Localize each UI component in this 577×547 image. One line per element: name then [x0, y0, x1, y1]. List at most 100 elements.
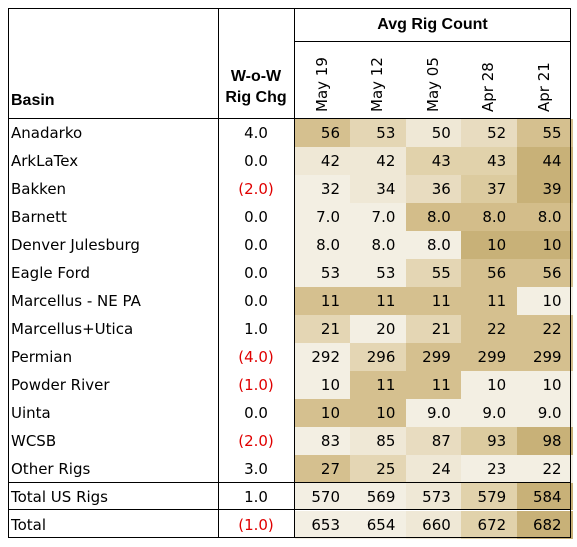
- rig-count-value: 682: [532, 516, 562, 534]
- wow-change: 0.0: [244, 264, 268, 282]
- rig-count-value: 299: [477, 348, 507, 366]
- week-header: May 19: [313, 57, 331, 112]
- rig-count-value: 21: [320, 320, 340, 338]
- value-cell-shade: [516, 511, 573, 539]
- rig-count-value: 654: [366, 516, 396, 534]
- rig-count-value: 10: [487, 376, 507, 394]
- rig-count-value: 299: [532, 348, 562, 366]
- value-cell-shade: [295, 483, 351, 510]
- value-cell-shade: [350, 259, 407, 287]
- rig-count-value: 56: [487, 264, 507, 282]
- rig-count-value: 42: [320, 152, 340, 170]
- value-cell-shade: [516, 147, 573, 175]
- rig-count-value: 98: [542, 432, 562, 450]
- value-cell-shade: [295, 511, 351, 539]
- value-cell-shade: [516, 483, 573, 510]
- value-cell-shade: [350, 203, 407, 231]
- value-cell-shade: [461, 399, 518, 427]
- rig-count-value: 296: [366, 348, 396, 366]
- value-cell-shade: [295, 175, 351, 203]
- value-cell-shade: [295, 147, 351, 175]
- value-cell-shade: [461, 315, 518, 343]
- value-cell-shade: [405, 399, 462, 427]
- value-cell-shade: [405, 511, 462, 539]
- value-cell-shade: [516, 203, 573, 231]
- basin-header: Basin: [11, 92, 55, 109]
- rig-count-value: 11: [376, 292, 396, 310]
- value-cell-shade: [295, 371, 351, 399]
- wow-change: (1.0): [238, 516, 274, 534]
- rig-count-value: 10: [487, 236, 507, 254]
- value-cell-shade: [350, 119, 407, 147]
- rig-count-value: 52: [487, 124, 507, 142]
- rig-count-value: 299: [422, 348, 451, 366]
- value-cell-shade: [461, 175, 518, 203]
- value-cell-shade: [461, 483, 518, 510]
- basin-name: WCSB: [11, 432, 57, 450]
- value-cell-shade: [405, 455, 462, 483]
- value-cell-shade: [461, 343, 518, 371]
- rig-count-value: 56: [320, 124, 340, 142]
- rig-count-table: Avg Rig Count W-o-W Rig Chg Basin May 19…: [8, 8, 573, 539]
- rig-count-value: 53: [320, 264, 340, 282]
- rig-count-value: 24: [431, 460, 451, 478]
- wow-change: (2.0): [238, 432, 274, 450]
- value-cell-shade: [461, 231, 518, 259]
- week-header: Apr 21: [534, 62, 553, 112]
- rig-count-value: 11: [431, 292, 451, 310]
- rig-count-value: 53: [376, 264, 396, 282]
- value-cell-shade: [350, 511, 407, 539]
- value-cell-shade: [350, 231, 407, 259]
- value-cell-shade: [350, 175, 407, 203]
- value-cell-shade: [405, 119, 462, 147]
- wow-change: (4.0): [238, 348, 274, 366]
- wow-change: 0.0: [244, 236, 268, 254]
- rig-count-value: 10: [542, 236, 562, 254]
- value-cell-shade: [516, 399, 573, 427]
- value-cell-shade: [516, 343, 573, 371]
- value-cell-shade: [405, 315, 462, 343]
- rig-count-value: 11: [320, 292, 340, 310]
- rig-count-value: 569: [366, 488, 396, 506]
- value-cell-shade: [461, 203, 518, 231]
- basin-name: Marcellus+Utica: [11, 320, 134, 338]
- value-cell-shade: [295, 343, 351, 371]
- value-cell-shade: [350, 147, 407, 175]
- value-cell-shade: [405, 287, 462, 315]
- rig-count-value: 8.0: [537, 208, 562, 226]
- basin-name: Permian: [11, 348, 73, 366]
- value-cell-shade: [350, 315, 407, 343]
- rig-count-value: 25: [376, 460, 396, 478]
- value-cell-shade: [405, 147, 462, 175]
- value-cell-shade: [295, 427, 351, 455]
- rig-count-value: 10: [320, 404, 340, 422]
- value-cell-shade: [405, 371, 462, 399]
- value-cell-shade: [350, 427, 407, 455]
- value-cell-shade: [350, 455, 407, 483]
- rig-count-value: 53: [376, 124, 396, 142]
- value-cell-shade: [461, 119, 518, 147]
- rig-count-value: 32: [320, 180, 340, 198]
- value-cell-shade: [461, 147, 518, 175]
- value-cell-shade: [405, 203, 462, 231]
- value-cell-shade: [405, 483, 462, 510]
- wow-change: 0.0: [244, 292, 268, 310]
- basin-name: Total US Rigs: [11, 488, 108, 506]
- week-header: Apr 28: [479, 62, 498, 112]
- rig-count-value: 10: [542, 292, 562, 310]
- value-cell-shade: [295, 203, 351, 231]
- rig-count-value: 42: [376, 152, 396, 170]
- rig-count-value: 83: [320, 432, 340, 450]
- value-cell-shade: [350, 483, 407, 510]
- rig-count-value: 579: [477, 488, 507, 506]
- rig-count-value: 36: [431, 180, 451, 198]
- rig-count-value: 85: [376, 432, 396, 450]
- week-header: May 05: [423, 57, 442, 112]
- rig-count-value: 11: [487, 292, 507, 310]
- value-cell-shade: [405, 343, 462, 371]
- rig-count-value: 39: [542, 180, 562, 198]
- value-cell-shade: [350, 343, 407, 371]
- basin-name: Powder River: [11, 376, 110, 394]
- value-cell-shade: [461, 371, 518, 399]
- value-cell-shade: [350, 287, 407, 315]
